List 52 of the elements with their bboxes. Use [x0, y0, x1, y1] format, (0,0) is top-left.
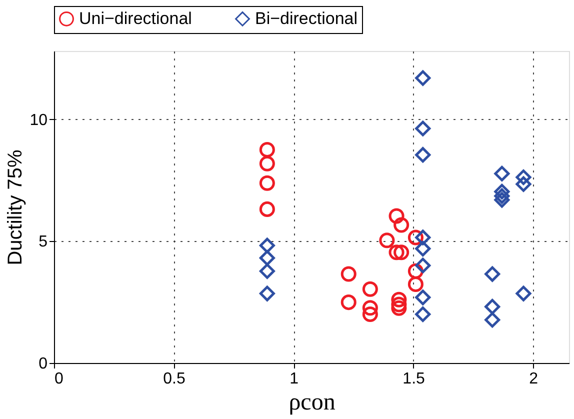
point [415, 290, 431, 306]
point [379, 232, 395, 248]
point [388, 208, 404, 224]
x-tick-label: 0.5 [163, 370, 186, 388]
point [259, 250, 275, 266]
point [391, 296, 407, 312]
point [388, 244, 404, 260]
point [484, 266, 500, 282]
point [516, 169, 532, 186]
point [415, 120, 431, 136]
point [494, 192, 510, 208]
point [391, 300, 407, 316]
x-tick-label: 1 [290, 370, 299, 388]
x-axis-title: ρcon [288, 390, 336, 416]
legend-label: Bi−directional [255, 8, 358, 28]
legend-label: Uni−directional [79, 8, 192, 28]
y-tick-label: 10 [30, 112, 48, 129]
point [259, 175, 275, 191]
point [340, 294, 356, 310]
point [259, 201, 275, 217]
point [415, 70, 431, 86]
point [259, 263, 275, 279]
point [391, 292, 407, 308]
point [362, 306, 378, 322]
point [415, 306, 431, 322]
point [362, 281, 378, 297]
point [484, 312, 500, 328]
point [494, 184, 510, 200]
point [259, 238, 275, 254]
point [484, 298, 500, 314]
point [259, 286, 275, 302]
point [494, 166, 510, 182]
x-tick-label: 2 [529, 370, 538, 388]
point [259, 156, 275, 172]
point [516, 176, 532, 192]
point [340, 266, 356, 282]
point [415, 258, 431, 274]
point [494, 188, 510, 204]
x-tick-label: 0 [54, 370, 64, 388]
point [415, 240, 431, 256]
y-axis-title: Ductility 75% [4, 149, 27, 266]
point [394, 217, 410, 233]
point [259, 142, 275, 158]
point [362, 300, 378, 316]
point [516, 286, 532, 302]
point [408, 276, 424, 292]
point [415, 230, 431, 246]
point [394, 244, 410, 260]
x-tick-label: 1.5 [402, 370, 426, 388]
y-tick-label: 5 [38, 234, 48, 251]
point [415, 147, 431, 163]
y-tick-label: 0 [38, 356, 48, 372]
